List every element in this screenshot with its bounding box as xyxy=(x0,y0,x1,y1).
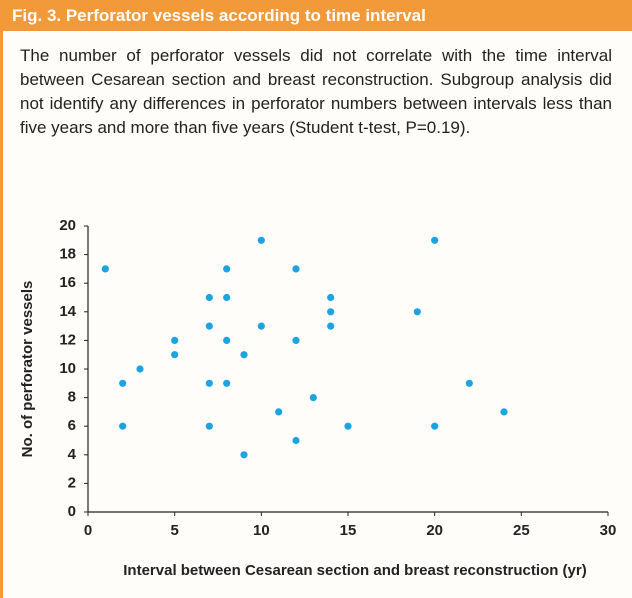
y-tick-label: 6 xyxy=(68,417,76,434)
point xyxy=(327,322,335,330)
x-tick-label: 20 xyxy=(426,522,443,539)
x-axis-label: Interval between Cesarean section and br… xyxy=(123,562,586,579)
point xyxy=(275,408,283,416)
point xyxy=(431,236,439,244)
y-tick-label: 2 xyxy=(68,474,76,491)
point xyxy=(205,322,213,330)
point xyxy=(465,379,473,387)
point xyxy=(101,265,109,273)
point xyxy=(205,422,213,430)
point xyxy=(119,422,127,430)
point xyxy=(309,394,317,402)
point xyxy=(500,408,508,416)
point xyxy=(171,336,179,344)
point xyxy=(205,293,213,302)
x-tick-label: 30 xyxy=(600,522,617,539)
y-tick-label: 12 xyxy=(59,331,76,348)
point xyxy=(240,451,248,459)
x-tick-label: 25 xyxy=(513,522,530,539)
x-tick-label: 5 xyxy=(170,522,178,539)
y-tick-label: 8 xyxy=(68,389,76,406)
point xyxy=(171,351,179,359)
point xyxy=(431,422,439,430)
point xyxy=(413,308,421,316)
point xyxy=(327,308,335,316)
y-tick-label: 10 xyxy=(59,360,76,377)
point xyxy=(205,379,213,387)
point xyxy=(292,336,300,344)
x-tick-label: 10 xyxy=(253,522,270,539)
y-tick-label: 0 xyxy=(68,503,76,520)
point xyxy=(292,436,300,445)
y-tick-label: 16 xyxy=(59,274,76,291)
point xyxy=(257,236,265,244)
point xyxy=(136,365,144,373)
point xyxy=(223,293,231,302)
point xyxy=(292,265,300,273)
point xyxy=(344,422,352,430)
caption: The number of perforator vessels did not… xyxy=(20,46,612,137)
y-tick-label: 4 xyxy=(68,446,77,463)
header-bar: Fig. 3. Perforator vessels according to … xyxy=(0,0,632,31)
point xyxy=(257,322,265,330)
point xyxy=(223,336,231,344)
y-tick-label: 18 xyxy=(59,246,76,263)
point xyxy=(240,351,248,359)
point xyxy=(223,265,231,273)
figure-title: Fig. 3. Perforator vessels according to … xyxy=(12,6,426,25)
x-tick-label: 15 xyxy=(340,522,357,539)
point xyxy=(223,379,231,387)
left-border xyxy=(0,31,3,598)
x-tick-label: 0 xyxy=(84,522,92,539)
y-tick-label: 20 xyxy=(59,217,76,234)
point xyxy=(119,379,127,387)
y-tick-label: 14 xyxy=(59,303,76,320)
y-axis-label: No. of perforator vessels xyxy=(19,281,36,458)
point xyxy=(327,293,335,302)
